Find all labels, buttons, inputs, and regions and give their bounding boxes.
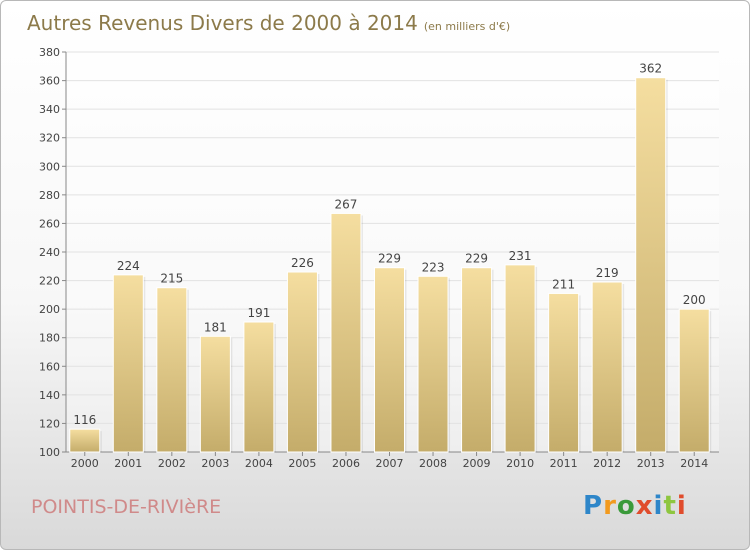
y-tick-label: 240 [39, 246, 60, 259]
x-tick-label: 2006 [332, 457, 360, 470]
data-label: 191 [247, 306, 270, 320]
bar-2010 [504, 264, 536, 453]
y-tick-label: 140 [39, 389, 60, 402]
x-tick-label: 2003 [201, 457, 229, 470]
y-tick-label: 120 [39, 417, 60, 430]
y-tick-label: 340 [39, 103, 60, 116]
y-tick-label: 380 [39, 46, 60, 59]
y-tick-label: 180 [39, 332, 60, 345]
data-label: 226 [291, 256, 314, 270]
logo-letter: x [635, 491, 654, 521]
chart-title-text: Autres Revenus Divers de 2000 à 2014 [27, 11, 418, 35]
x-tick-label: 2002 [158, 457, 186, 470]
y-tick-label: 300 [39, 160, 60, 173]
bar-2013 [635, 77, 667, 453]
data-label: 223 [422, 260, 445, 274]
data-label: 211 [552, 277, 575, 291]
proxiti-logo: Proxiti [583, 491, 687, 521]
data-label: 267 [335, 197, 358, 211]
logo-letter: r [603, 491, 617, 521]
x-tick-label: 2010 [506, 457, 534, 470]
y-tick-label: 220 [39, 275, 60, 288]
y-tick-label: 160 [39, 360, 60, 373]
bar-2000 [69, 428, 101, 453]
x-tick-label: 2000 [71, 457, 99, 470]
y-tick-label: 320 [39, 132, 60, 145]
data-label: 116 [73, 413, 96, 427]
y-tick-label: 200 [39, 303, 60, 316]
y-tick-label: 360 [39, 75, 60, 88]
data-label: 229 [378, 252, 401, 266]
bar-2008 [417, 275, 449, 453]
y-tick-label: 280 [39, 189, 60, 202]
x-tick-label: 2009 [463, 457, 491, 470]
logo-letter: i [676, 491, 687, 521]
y-tick-label: 100 [39, 446, 60, 459]
bar-2012 [591, 281, 623, 453]
bar-2005 [286, 271, 318, 453]
bar-2003 [199, 335, 231, 453]
bar-2009 [461, 267, 493, 453]
chart-title: Autres Revenus Divers de 2000 à 2014 (en … [27, 11, 510, 35]
bar-2007 [374, 267, 405, 453]
data-label: 215 [160, 272, 183, 286]
bar-2006 [330, 212, 362, 453]
data-label: 200 [683, 293, 706, 307]
x-tick-label: 2012 [593, 457, 621, 470]
bar-2011 [548, 292, 580, 453]
chart-unit: (en milliers d'€) [423, 20, 511, 33]
data-label: 181 [204, 320, 227, 334]
data-label: 219 [596, 266, 619, 280]
bar-2001 [112, 274, 144, 453]
x-tick-label: 2004 [245, 457, 273, 470]
x-tick-label: 2011 [550, 457, 578, 470]
x-tick-label: 2007 [376, 457, 404, 470]
bar-2014 [678, 308, 710, 453]
x-tick-label: 2013 [637, 457, 665, 470]
x-tick-label: 2001 [114, 457, 142, 470]
logo-letter: t [663, 491, 677, 521]
bar-2002 [156, 287, 188, 453]
logo-letter: i [653, 491, 664, 521]
x-tick-label: 2005 [288, 457, 316, 470]
data-label: 224 [117, 259, 140, 273]
data-label: 231 [509, 249, 532, 263]
logo-letter: P [583, 491, 604, 521]
y-tick-label: 260 [39, 217, 60, 230]
data-label: 229 [465, 252, 488, 266]
x-tick-label: 2008 [419, 457, 447, 470]
x-tick-label: 2014 [680, 457, 708, 470]
data-label: 362 [639, 62, 662, 76]
logo-letter: o [616, 491, 636, 521]
place-name: POINTIS-DE-RIVIèRE [31, 496, 222, 518]
bar-2004 [243, 321, 275, 453]
